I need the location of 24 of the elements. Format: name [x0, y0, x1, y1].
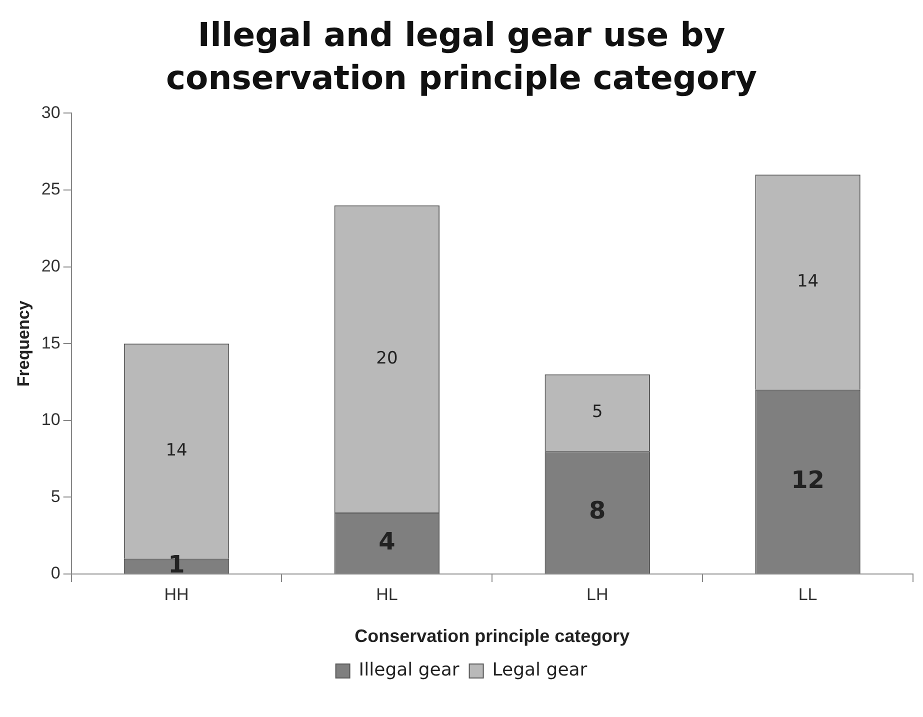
- data-label: 1: [168, 550, 185, 578]
- data-label: 8: [589, 496, 606, 524]
- x-tick-label: LL: [798, 584, 818, 604]
- data-label: 20: [376, 348, 398, 368]
- data-label: 14: [796, 271, 819, 292]
- data-label: 5: [592, 402, 603, 422]
- x-tick-label: HH: [164, 584, 189, 604]
- data-label: 4: [378, 527, 396, 556]
- legend-label: Legal gear: [492, 659, 588, 680]
- y-tick-label: 0: [50, 563, 60, 582]
- y-tick-label: 10: [41, 410, 60, 429]
- chart-title: Illegal and legal gear use by conservation principle category: [165, 14, 758, 99]
- legend-label: Illegal gear: [358, 659, 460, 680]
- y-tick-label: 5: [50, 486, 60, 506]
- y-tick-label: 25: [41, 179, 60, 198]
- x-axis-title: Conservation principle category: [354, 626, 630, 646]
- data-label: 14: [166, 440, 188, 460]
- y-tick-label: 15: [41, 333, 60, 352]
- y-tick-label: 20: [41, 256, 60, 276]
- x-tick-label: HL: [376, 584, 398, 604]
- x-tick-label: LH: [586, 584, 608, 604]
- y-axis-title: Frequency: [14, 300, 33, 386]
- y-tick-label: 30: [41, 102, 60, 122]
- data-label: 12: [791, 466, 824, 494]
